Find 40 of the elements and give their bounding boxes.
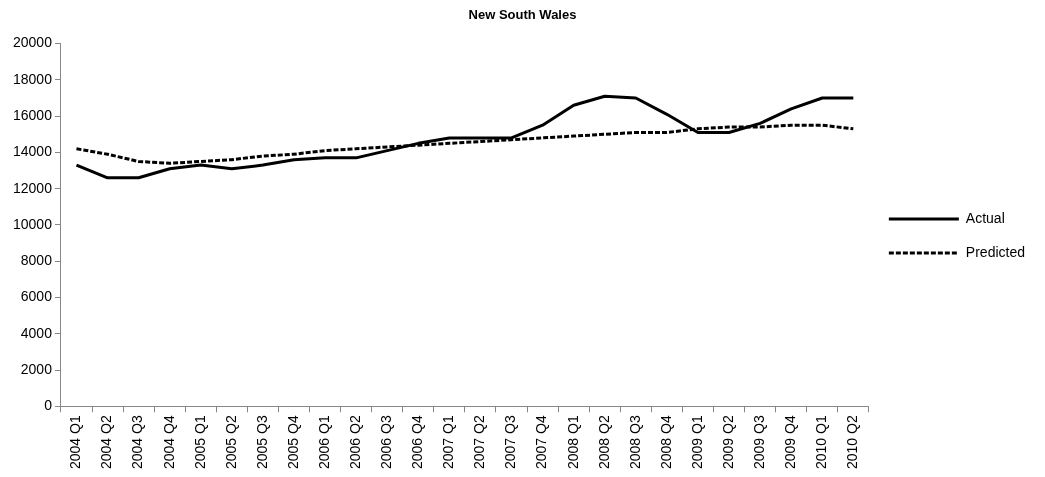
- x-tick-label: 2005 Q1: [191, 415, 208, 470]
- x-tick-label: 2010 Q2: [844, 415, 861, 470]
- x-tick-label: 2010 Q1: [813, 415, 830, 470]
- y-tick-label: 4000: [20, 324, 53, 341]
- x-tick-label: 2005 Q3: [253, 415, 270, 470]
- x-tick-label: 2007 Q3: [502, 415, 519, 470]
- x-tick-label: 2007 Q1: [440, 415, 457, 470]
- chart-title: New South Wales: [468, 7, 577, 23]
- legend-label: Actual: [965, 209, 1005, 226]
- y-tick-label: 8000: [20, 252, 53, 269]
- y-tick-label: 14000: [12, 143, 53, 160]
- y-tick-label: 6000: [20, 288, 53, 305]
- y-tick-label: 2000: [20, 360, 53, 377]
- x-tick-label: 2009 Q1: [688, 415, 705, 470]
- x-tick-label: 2006 Q4: [409, 415, 426, 470]
- x-tick-label: 2009 Q3: [750, 415, 767, 470]
- x-tick-label: 2008 Q4: [657, 415, 674, 470]
- x-tick-label: 2005 Q4: [284, 415, 301, 470]
- x-tick-label: 2004 Q3: [129, 415, 146, 470]
- x-tick-label: 2007 Q4: [533, 415, 550, 470]
- x-tick-label: 2006 Q2: [346, 415, 363, 470]
- x-tick-label: 2006 Q3: [378, 415, 395, 470]
- x-tick-label: 2009 Q2: [719, 415, 736, 470]
- x-tick-label: 2004 Q4: [160, 415, 177, 470]
- x-tick-label: 2006 Q1: [315, 415, 332, 470]
- x-tick-label: 2009 Q4: [782, 415, 799, 470]
- y-tick-label: 20000: [12, 34, 53, 51]
- x-tick-label: 2004 Q2: [98, 415, 115, 470]
- x-tick-label: 2005 Q2: [222, 415, 239, 470]
- y-tick-label: 18000: [12, 70, 53, 87]
- y-tick-label: 0: [44, 397, 53, 414]
- y-tick-label: 10000: [12, 215, 53, 232]
- y-tick-label: 12000: [12, 179, 53, 196]
- x-tick-label: 2004 Q1: [67, 415, 84, 470]
- y-tick-label: 16000: [12, 107, 53, 123]
- x-tick-label: 2007 Q2: [471, 415, 488, 470]
- legend-label: Predicted: [965, 243, 1026, 260]
- x-tick-label: 2008 Q1: [564, 415, 581, 470]
- x-tick-label: 2008 Q2: [595, 415, 612, 470]
- x-tick-label: 2008 Q3: [626, 415, 643, 470]
